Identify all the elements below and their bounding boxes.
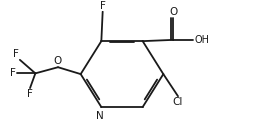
- Text: F: F: [27, 89, 33, 99]
- Text: F: F: [13, 49, 19, 59]
- Text: F: F: [10, 68, 16, 78]
- Text: F: F: [100, 1, 106, 11]
- Text: O: O: [169, 6, 177, 17]
- Text: Cl: Cl: [172, 97, 183, 107]
- Text: OH: OH: [194, 35, 209, 45]
- Text: N: N: [96, 111, 104, 121]
- Text: O: O: [53, 56, 62, 66]
